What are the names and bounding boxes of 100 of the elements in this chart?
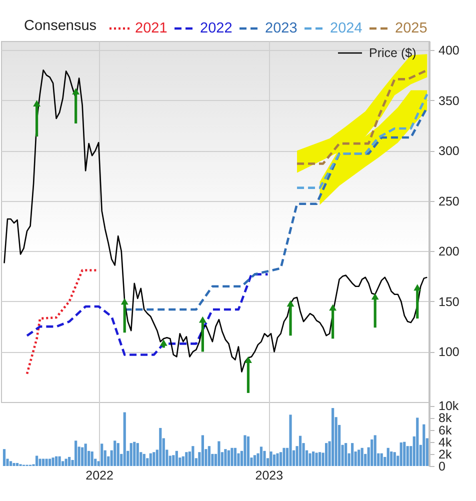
bar bbox=[100, 444, 104, 466]
legend-label: Price ($) bbox=[369, 46, 416, 60]
bar bbox=[386, 448, 390, 466]
bar bbox=[42, 458, 45, 466]
legend-label: 2023 bbox=[265, 20, 298, 36]
bar bbox=[224, 449, 227, 466]
bar bbox=[84, 444, 87, 466]
y-tick-label: 100 bbox=[438, 345, 460, 360]
bar bbox=[244, 435, 246, 466]
bar bbox=[81, 447, 84, 466]
point bbox=[371, 293, 379, 300]
point bbox=[286, 300, 294, 307]
point bbox=[72, 88, 80, 94]
bar bbox=[403, 442, 406, 466]
bar bbox=[175, 450, 178, 466]
bar bbox=[55, 456, 58, 466]
bar bbox=[12, 462, 16, 466]
bar bbox=[393, 452, 396, 466]
bar bbox=[192, 446, 194, 466]
bar bbox=[116, 443, 120, 466]
bar bbox=[282, 448, 286, 466]
bar bbox=[276, 453, 279, 466]
point bbox=[198, 316, 206, 323]
line-series bbox=[26, 273, 269, 356]
y-tick-label: 150 bbox=[438, 294, 460, 309]
bar bbox=[400, 442, 402, 466]
bar bbox=[298, 436, 302, 466]
point bbox=[33, 100, 40, 107]
y-tick-label: 0 bbox=[438, 460, 446, 474]
bar bbox=[380, 453, 383, 466]
bar bbox=[351, 443, 354, 466]
y-tick-label: 2k bbox=[438, 447, 452, 462]
legend-label: 2024 bbox=[330, 20, 362, 36]
bar bbox=[270, 452, 272, 466]
bar bbox=[416, 418, 419, 466]
bar bbox=[159, 428, 162, 466]
bar bbox=[185, 452, 188, 466]
bar bbox=[279, 452, 282, 466]
bar bbox=[130, 443, 132, 466]
bar bbox=[2, 449, 6, 466]
point bbox=[244, 356, 252, 363]
bar bbox=[201, 435, 204, 466]
y-tick-label: 200 bbox=[438, 244, 460, 259]
bar bbox=[272, 454, 276, 466]
bar bbox=[38, 458, 42, 466]
bar bbox=[64, 458, 68, 466]
bar bbox=[344, 443, 348, 466]
bar bbox=[406, 446, 409, 466]
bar bbox=[208, 446, 210, 466]
bar bbox=[315, 452, 318, 466]
bar bbox=[370, 439, 374, 466]
y-tick-label: 6k bbox=[438, 423, 452, 438]
bar bbox=[312, 452, 315, 466]
bar bbox=[390, 452, 393, 466]
point bbox=[329, 304, 337, 311]
bar bbox=[360, 448, 364, 466]
bar bbox=[114, 440, 116, 466]
y-tick-label: 4k bbox=[438, 435, 452, 450]
legend-label: 2025 bbox=[395, 20, 428, 36]
legend-label: 2022 bbox=[200, 20, 232, 36]
bar bbox=[172, 455, 175, 466]
bar bbox=[332, 408, 334, 466]
line-series bbox=[296, 69, 428, 165]
bar bbox=[260, 446, 263, 466]
bar bbox=[133, 442, 136, 466]
y-tick-label: 400 bbox=[438, 44, 460, 58]
point bbox=[120, 298, 128, 305]
line-series bbox=[4, 70, 428, 372]
bar bbox=[374, 435, 376, 466]
legend-title: Consensus bbox=[24, 18, 97, 34]
bar bbox=[45, 458, 48, 466]
y-tick-label: 10k bbox=[438, 399, 460, 414]
bar bbox=[182, 456, 184, 466]
bar bbox=[358, 450, 360, 466]
bar bbox=[308, 453, 312, 466]
bar bbox=[318, 452, 322, 466]
bar bbox=[218, 441, 220, 466]
bar bbox=[142, 454, 146, 466]
bar bbox=[289, 414, 292, 466]
bar bbox=[58, 456, 61, 466]
y-tick-label: 300 bbox=[438, 144, 460, 158]
bar bbox=[48, 458, 52, 466]
point bbox=[160, 339, 168, 346]
bar bbox=[90, 452, 94, 466]
bar bbox=[263, 450, 266, 466]
bar bbox=[136, 443, 139, 466]
bar bbox=[35, 456, 38, 466]
line-series bbox=[296, 93, 428, 189]
bar bbox=[227, 450, 230, 466]
bar bbox=[253, 455, 256, 466]
bar bbox=[9, 461, 12, 466]
y-tick-label: 250 bbox=[438, 194, 460, 208]
bar bbox=[123, 412, 126, 466]
point bbox=[414, 284, 422, 291]
bar bbox=[246, 436, 250, 466]
y-tick-label: 8k bbox=[438, 411, 452, 426]
legend-label: 2021 bbox=[135, 20, 168, 36]
bar bbox=[52, 458, 54, 466]
bar bbox=[74, 440, 78, 466]
y-tick-label: 350 bbox=[438, 94, 460, 108]
